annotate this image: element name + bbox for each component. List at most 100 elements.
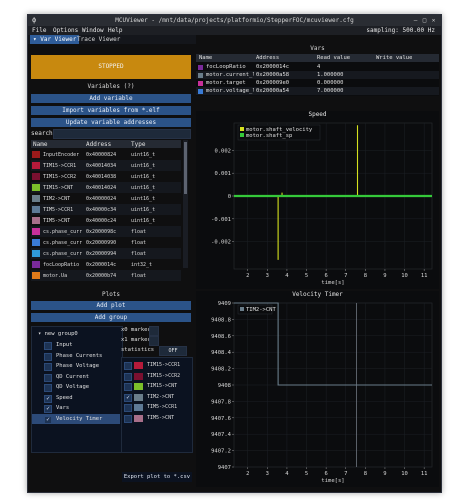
speed-plot[interactable]: Speed 2 3 4 5 6 7 8 9 10 11 0.002 0.001 0 -0.001 -0.00…	[196, 111, 439, 289]
variable-row[interactable]: cs.phase_curr 0x20000994 float	[31, 248, 181, 259]
variable-row[interactable]: TIM2->CNT 0x40000024 uint16_t	[31, 193, 181, 204]
vars-row[interactable]: motor.current_lir0x20000a58 1.000000	[196, 71, 439, 79]
series-color-swatch[interactable]	[134, 414, 143, 422]
add-variable-button[interactable]: Add variable	[31, 94, 191, 103]
series-item[interactable]: TIM15->CCR1	[124, 360, 190, 370]
series-checkbox[interactable]	[124, 404, 132, 412]
import-elf-button[interactable]: Import variables from *.elf	[31, 106, 191, 115]
close-icon[interactable]: ✕	[431, 17, 436, 24]
variable-row[interactable]: TIM15->CCR2 0x40014038 uint16_t	[31, 171, 181, 182]
series-color-swatch[interactable]	[134, 393, 143, 401]
series-color-swatch[interactable]	[134, 404, 143, 411]
series-color-swatch[interactable]	[134, 362, 143, 369]
series-label: TIM5->CNT	[147, 414, 175, 421]
series-item[interactable]: ✓ TIM2->CNT	[124, 392, 190, 402]
variable-color-swatch[interactable]	[32, 162, 40, 169]
menu-options[interactable]: Options	[53, 27, 79, 34]
variable-color-swatch[interactable]	[32, 272, 40, 279]
series-item[interactable]: TIM5->CNT	[124, 413, 190, 423]
series-item[interactable]: TIM15->CNT	[124, 381, 190, 391]
variable-color-swatch[interactable]	[32, 151, 40, 158]
x-axis-label: time[s]	[321, 280, 344, 286]
series-checkbox[interactable]	[124, 383, 132, 391]
variable-row[interactable]: TIM5->CNT 0x40000c24 uint16_t	[31, 215, 181, 226]
series-item[interactable]: TIM15->CCR2	[124, 371, 190, 381]
series-color-swatch[interactable]	[134, 372, 143, 380]
series-color-swatch[interactable]	[134, 383, 143, 390]
legend-swatch[interactable]	[240, 307, 244, 311]
speed-chart[interactable]: 2 3 4 5 6 7 8 9 10 11 0.002 0.001 0 -0.001 -0.002 time[…	[196, 119, 439, 289]
variable-color-swatch[interactable]	[32, 173, 40, 180]
statistics-toggle[interactable]: OFF	[159, 346, 187, 356]
plot-checkbox[interactable]	[44, 352, 52, 361]
plot-checkbox[interactable]: ✓	[44, 415, 52, 424]
variable-color-swatch[interactable]	[32, 195, 40, 202]
plot-item[interactable]: Phase Currents	[32, 351, 120, 361]
update-addresses-button[interactable]: Update variable addresses	[31, 118, 191, 127]
vars-row[interactable]: motor.target 0x200009e0 0.000000	[196, 79, 439, 87]
menu-help[interactable]: Help	[108, 27, 123, 34]
add-group-button[interactable]: Add group	[31, 313, 191, 322]
start-stop-button[interactable]: STOPPED	[31, 55, 191, 79]
series-item[interactable]: TIM5->CCR1	[124, 402, 190, 412]
vars-row[interactable]: focLoopRatio 0x2000014c 4	[196, 63, 439, 71]
series-checkbox[interactable]: ✓	[124, 393, 132, 402]
legend-swatch[interactable]	[240, 127, 244, 131]
search-input[interactable]	[53, 129, 191, 139]
series-checkbox[interactable]	[124, 414, 132, 423]
plot-item[interactable]: Phase Voltage	[32, 361, 120, 371]
vars-row[interactable]: motor.voltage_lir0x20000a54 7.000000	[196, 87, 439, 95]
legend-swatch[interactable]	[240, 133, 244, 137]
variable-address: 0x20000990	[86, 240, 117, 246]
plot-checkbox[interactable]	[44, 384, 52, 392]
minimize-icon[interactable]: –	[413, 17, 418, 24]
plot-checkbox[interactable]	[44, 373, 52, 382]
window-title: MCUViewer - /mnt/data/projects/platformi…	[115, 17, 354, 24]
menu-file[interactable]: File	[32, 27, 47, 34]
plot-checkbox[interactable]	[44, 363, 52, 371]
plot-item[interactable]: QD Voltage	[32, 382, 120, 392]
variable-row[interactable]: InputEncoder 0x40000824 uint16_t	[31, 149, 181, 160]
plot-checkbox[interactable]: ✓	[44, 405, 52, 413]
variable-row[interactable]: TIM15->CCR1 0x40014034 uint16_t	[31, 160, 181, 171]
variable-row[interactable]: TIM5->CCR1 0x40000c34 uint16_t	[31, 204, 181, 215]
variables-scrollbar[interactable]	[183, 140, 188, 268]
plot-checkbox[interactable]: ✓	[44, 394, 52, 403]
tab-var-viewer[interactable]: ▾ Var Viewer	[30, 35, 80, 44]
x-tick-label: 9	[383, 273, 386, 279]
variable-row[interactable]: TIM15->CNT 0x40014024 uint16_t	[31, 182, 181, 193]
variable-color-swatch[interactable]	[32, 250, 40, 257]
variable-color-swatch[interactable]	[32, 184, 40, 191]
variable-color-swatch[interactable]	[32, 206, 40, 213]
menu-window[interactable]: Window	[82, 27, 104, 34]
x0-marker-checkbox[interactable]	[149, 326, 159, 336]
scrollbar-thumb[interactable]	[184, 142, 187, 194]
plot-item[interactable]: Input	[32, 340, 120, 350]
plot-item[interactable]: ✓ Vars	[32, 403, 120, 413]
plot-checkbox[interactable]	[44, 342, 52, 350]
plot-item[interactable]: ✓ Speed	[32, 393, 120, 403]
tab-trace-viewer[interactable]: Trace Viewer	[77, 36, 121, 43]
velocity-timer-plot[interactable]: Velocity Timer 2 3 4 5 6 7 8 9 10 11 9409 9408.8 940…	[196, 291, 439, 487]
x1-marker-checkbox[interactable]	[149, 336, 159, 346]
variable-row[interactable]: cs.phase_curr 0x20000990 float	[31, 237, 181, 248]
variable-color-swatch[interactable]	[32, 217, 40, 224]
variable-row[interactable]: cs.phase_curr 0x2000098c float	[31, 226, 181, 237]
plot-item[interactable]: QD Current	[32, 372, 120, 382]
add-plot-button[interactable]: Add plot	[31, 301, 191, 310]
variable-color-swatch[interactable]	[32, 228, 40, 235]
maximize-icon[interactable]: □	[422, 17, 427, 24]
group-item[interactable]: ▾ new group0	[32, 329, 120, 339]
x-tick-label: 9	[383, 471, 386, 477]
variable-row[interactable]: motor.Ua 0x20000b74 float	[31, 270, 181, 281]
plot-item[interactable]: ✓ Velocity Timer	[32, 413, 120, 424]
variable-color-swatch[interactable]	[32, 261, 40, 268]
velocity-timer-chart[interactable]: 2 3 4 5 6 7 8 9 10 11 9409 9408.8 9408.6 9408.4 9408.2…	[196, 299, 439, 487]
variable-name: cs.phase_curr	[43, 229, 83, 235]
series-checkbox[interactable]	[124, 362, 132, 370]
export-csv-button[interactable]: Export plot to *.csv	[122, 472, 192, 482]
search-row: search	[31, 129, 191, 139]
variable-color-swatch[interactable]	[32, 239, 40, 246]
series-checkbox[interactable]	[124, 372, 132, 381]
variable-row[interactable]: focLoopRatio 0x2000014c int32_t	[31, 259, 181, 270]
